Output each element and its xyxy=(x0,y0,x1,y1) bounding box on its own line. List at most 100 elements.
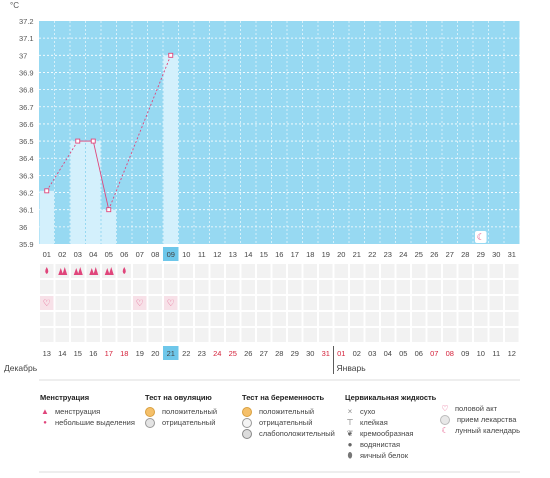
legend-item: менструация xyxy=(55,407,101,416)
temperature-bar xyxy=(39,190,54,244)
symptom-cell xyxy=(396,264,410,278)
symptom-cell xyxy=(148,328,162,342)
symptom-cell xyxy=(288,280,302,294)
temperature-bar xyxy=(86,141,101,244)
calendar-date-label: 08 xyxy=(446,349,454,358)
symptom-cell xyxy=(40,312,54,326)
cycle-day-label: 15 xyxy=(260,250,268,259)
temperature-line xyxy=(46,140,79,192)
symptom-cell xyxy=(210,328,224,342)
symptom-cell xyxy=(179,296,193,310)
symptom-cell xyxy=(350,328,364,342)
calendar-date-label: 17 xyxy=(105,349,113,358)
symptom-cell xyxy=(334,264,348,278)
symptom-cell xyxy=(443,328,457,342)
heart-icon: ♡ xyxy=(167,298,175,308)
symptom-cell xyxy=(148,296,162,310)
symptom-cell xyxy=(334,280,348,294)
cycle-day-label: 01 xyxy=(43,250,51,259)
symptom-cell xyxy=(474,296,488,310)
symptom-cell xyxy=(489,328,503,342)
y-tick-label: 35.9 xyxy=(19,240,34,249)
calendar-date-label: 06 xyxy=(415,349,423,358)
calendar-date-label: 31 xyxy=(322,349,330,358)
symptom-cell xyxy=(396,280,410,294)
y-tick-label: 36.2 xyxy=(19,189,34,198)
symptom-cell xyxy=(458,264,472,278)
symptom-cell xyxy=(427,296,441,310)
symptom-cell xyxy=(55,280,69,294)
symptom-cell xyxy=(257,264,271,278)
symptom-cell xyxy=(226,280,240,294)
symptom-cell xyxy=(210,296,224,310)
symptom-cell xyxy=(179,328,193,342)
y-tick-label: 37 xyxy=(19,51,27,60)
symptom-cell xyxy=(164,264,178,278)
y-tick-label: 36.9 xyxy=(19,68,34,77)
symptom-cell xyxy=(86,312,100,326)
symptom-cell xyxy=(148,280,162,294)
plot-area xyxy=(39,21,520,244)
calendar-date-label: 28 xyxy=(275,349,283,358)
temperature-point xyxy=(75,138,81,144)
symptom-cell xyxy=(179,264,193,278)
cycle-day-label: 20 xyxy=(337,250,345,259)
symptom-cell xyxy=(71,264,85,278)
y-tick-label: 36.3 xyxy=(19,171,34,180)
symptom-cell xyxy=(489,280,503,294)
cycle-day-label: 09 xyxy=(167,250,175,259)
symptom-cell xyxy=(427,328,441,342)
symptom-cell xyxy=(241,328,255,342)
symptom-cell xyxy=(241,296,255,310)
calendar-date-label: 12 xyxy=(508,349,516,358)
symptom-cell xyxy=(474,312,488,326)
symptom-cell xyxy=(195,280,209,294)
symptom-cell xyxy=(40,280,54,294)
cycle-day-label: 14 xyxy=(244,250,252,259)
legend-cervical-fluid: Цервикальная жидкость × сухо ⊤ клейкая ❦ кр… xyxy=(345,392,436,461)
cycle-day-label: 06 xyxy=(120,250,128,259)
symptom-cell xyxy=(86,264,100,278)
cycle-day-label: 27 xyxy=(446,250,454,259)
symptom-cell xyxy=(55,328,69,342)
symptom-cell xyxy=(195,328,209,342)
cycle-day-label: 12 xyxy=(213,250,221,259)
symptom-cell xyxy=(133,264,147,278)
cycle-day-label: 07 xyxy=(136,250,144,259)
symptom-cell xyxy=(365,296,379,310)
negative-test-icon xyxy=(145,417,155,428)
symptom-cell xyxy=(505,312,519,326)
legend-item: яичный белок xyxy=(360,451,409,460)
y-tick-label: 36.5 xyxy=(19,137,34,146)
positive-test-icon xyxy=(242,406,252,417)
cycle-day-label: 22 xyxy=(368,250,376,259)
symptom-cell xyxy=(86,280,100,294)
symptom-cell xyxy=(102,280,116,294)
legend-item: прием лекарства xyxy=(457,415,517,424)
symptom-cell xyxy=(164,312,178,326)
calendar-date-label: 21 xyxy=(167,349,175,358)
temperature-bar xyxy=(163,55,178,244)
symptom-cell xyxy=(164,280,178,294)
calendar-date-label: 10 xyxy=(477,349,485,358)
legend-menstruation-title: Менструация xyxy=(40,393,90,402)
legend-pregnancy-title: Тест на беременность xyxy=(242,393,325,402)
symptom-cell xyxy=(241,264,255,278)
legend-pregnancy-test: Тест на беременность положительный отриц… xyxy=(242,392,335,439)
legend-other: ♡ половой акт прием лекарства ☾ лунный кал… xyxy=(440,403,520,436)
legend-ovulation-test: Тест на овуляцию положительный отрицател… xyxy=(145,392,217,428)
symptom-cell xyxy=(443,312,457,326)
cycle-day-label: 19 xyxy=(322,250,330,259)
calendar-date-label: 22 xyxy=(182,349,190,358)
legend-item: кремообразная xyxy=(360,429,414,438)
today-day-highlight xyxy=(163,247,179,261)
symptom-cell xyxy=(102,296,116,310)
symptom-cell xyxy=(102,312,116,326)
legend-item: клейкая xyxy=(360,418,388,427)
symptom-cell xyxy=(365,312,379,326)
month-label-december: Декабрь xyxy=(4,363,38,373)
calendar-date-label: 03 xyxy=(368,349,376,358)
legend-item: половой акт xyxy=(455,404,498,413)
symptom-cell xyxy=(179,280,193,294)
calendar-date-label: 13 xyxy=(43,349,51,358)
